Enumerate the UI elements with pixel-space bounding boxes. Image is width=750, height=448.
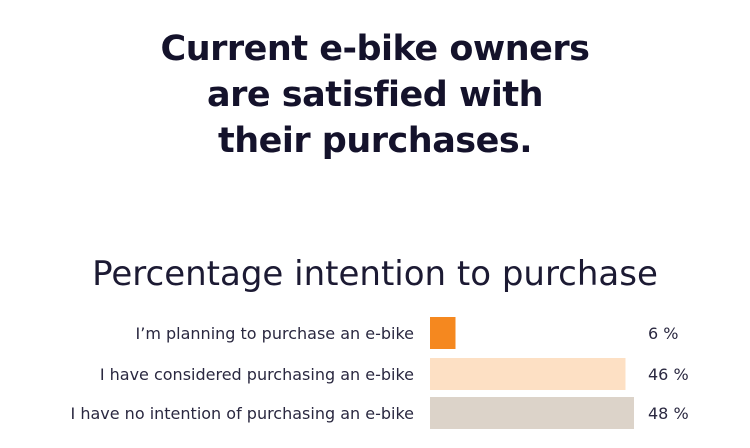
category-label-3: I have no intention of purchasing an e-b… <box>71 404 414 423</box>
category-label-1: I’m planning to purchase an e-bike <box>136 324 414 343</box>
value-label-1: 6 % <box>648 324 678 343</box>
chart-title: Percentage intention to purchase <box>92 254 658 294</box>
headline-line-1: Current e-bike owners <box>160 29 590 69</box>
bar-3 <box>430 397 634 429</box>
headline: Current e-bike owners are satisfied with… <box>0 26 750 164</box>
bar-1 <box>430 317 456 349</box>
headline-line-3: their purchases. <box>217 121 533 161</box>
headline-line-2: are satisfied with <box>207 75 544 115</box>
category-label-2: I have considered purchasing an e-bike <box>100 365 414 384</box>
value-label-2: 46 % <box>648 365 689 384</box>
value-label-3: 48 % <box>648 404 689 423</box>
bar-2 <box>430 358 626 390</box>
